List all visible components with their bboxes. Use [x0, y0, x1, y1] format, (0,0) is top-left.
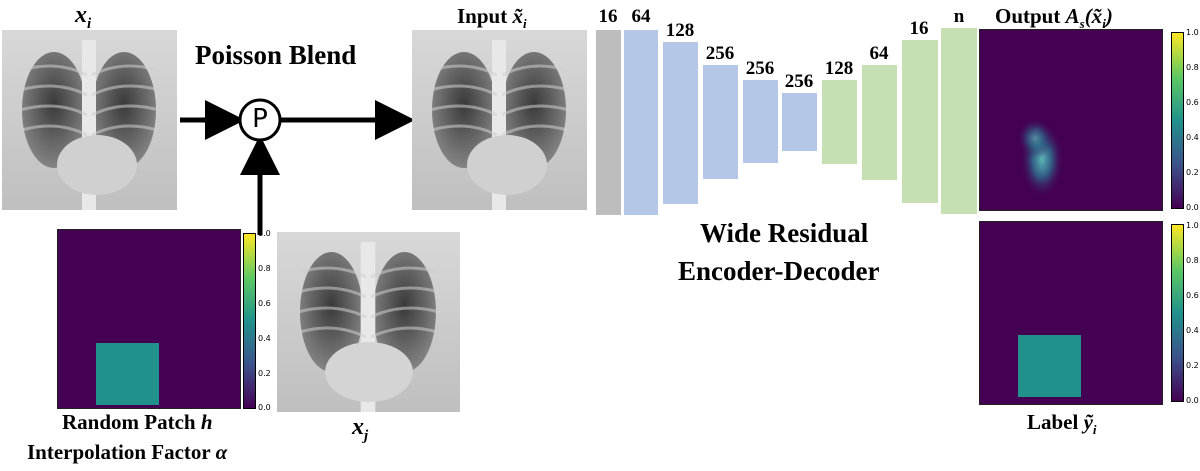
layer-label-2: 128 — [665, 20, 695, 41]
poisson-blend-label: Poisson Blend — [195, 40, 357, 70]
label-y-tilde: Label ỹi — [1027, 410, 1097, 438]
chest-xray-graphic — [277, 232, 460, 412]
patch-tick-3: 0.4 — [258, 334, 271, 343]
label-tick-3: 0.4 — [1186, 326, 1199, 335]
chest-xray-graphic — [2, 30, 177, 210]
output-colorbar — [1171, 32, 1184, 209]
xray-image-xi — [2, 30, 177, 210]
label-x-j: xj — [352, 414, 369, 444]
output-tick-4: 0.2 — [1186, 168, 1199, 177]
output-tick-5: 0.0 — [1186, 203, 1199, 212]
layer-bar-5 — [782, 93, 817, 151]
heatmap-blob — [1017, 118, 1064, 198]
blend-arrows — [180, 98, 415, 235]
xray-image-input — [412, 30, 587, 210]
patch-tick-4: 0.2 — [258, 369, 271, 378]
label-patch — [1018, 335, 1081, 397]
random-patch-heatmap — [57, 229, 241, 409]
output-tick-3: 0.4 — [1186, 133, 1199, 142]
layer-label-5: 256 — [784, 71, 814, 92]
input-label: Input x̃i — [457, 4, 527, 32]
patch-tick-2: 0.6 — [258, 299, 271, 308]
label-tick-2: 0.6 — [1186, 291, 1199, 300]
layer-bar-1 — [624, 30, 658, 215]
network-title-line2: Encoder-Decoder — [678, 256, 880, 286]
patch-tick-0: 1.0 — [258, 229, 271, 238]
layer-label-0: 16 — [598, 6, 618, 27]
xray-image-xj — [277, 232, 460, 412]
output-tick-0: 1.0 — [1186, 28, 1199, 37]
label-tick-4: 0.2 — [1186, 361, 1199, 370]
layer-bar-2 — [663, 42, 698, 204]
interp-factor-label: Interpolation Factor α — [27, 440, 228, 464]
layer-bar-4 — [743, 80, 778, 163]
patch-tick-1: 0.8 — [258, 264, 271, 273]
layer-bar-6 — [822, 80, 857, 164]
label-heatmap — [979, 221, 1163, 405]
random-patch-label: Random Patch h — [62, 410, 213, 434]
layer-bar-3 — [703, 65, 738, 179]
label-tick-1: 0.8 — [1186, 256, 1199, 265]
label-tick-0: 1.0 — [1186, 221, 1199, 230]
layer-bar-8 — [902, 40, 938, 203]
layer-bar-9 — [941, 28, 977, 214]
patch-tick-5: 0.0 — [258, 403, 271, 412]
layer-label-1: 64 — [631, 6, 651, 27]
patch-colorbar — [243, 233, 256, 409]
blend-operator-circle — [238, 98, 282, 142]
output-heatmap — [979, 29, 1163, 211]
output-tick-2: 0.6 — [1186, 98, 1199, 107]
label-x-i: xi — [75, 2, 92, 32]
network-title-line1: Wide Residual — [700, 218, 869, 248]
layer-bar-7 — [862, 65, 897, 180]
label-tick-5: 0.0 — [1186, 396, 1199, 405]
layer-bar-0 — [596, 30, 621, 215]
layer-label-4: 256 — [745, 58, 775, 79]
layer-label-8: 16 — [909, 18, 929, 39]
output-tick-1: 0.8 — [1186, 63, 1199, 72]
blend-operator-symbol: P — [252, 104, 268, 134]
output-label: Output As(x̃i) — [995, 4, 1113, 32]
layer-label-7: 64 — [869, 43, 889, 64]
layer-label-3: 256 — [705, 43, 735, 64]
chest-xray-graphic — [412, 30, 587, 210]
label-colorbar — [1171, 224, 1184, 402]
layer-label-6: 128 — [824, 58, 854, 79]
layer-label-9: n — [953, 6, 965, 27]
random-patch — [96, 343, 159, 405]
